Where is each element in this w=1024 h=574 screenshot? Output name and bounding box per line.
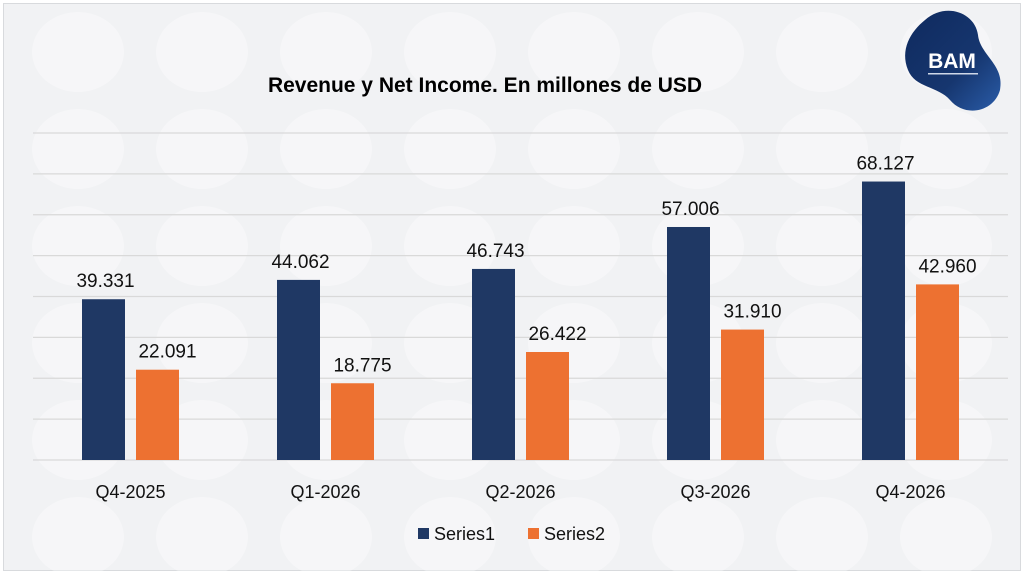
x-tick-labels: Q4-2025 Q1-2026 Q2-2026 Q3-2026 Q4-2026 <box>95 482 945 502</box>
x-tick-label: Q2-2026 <box>485 482 555 502</box>
watermark-blob <box>776 109 868 189</box>
chart-title: Revenue y Net Income. En millones de USD <box>268 74 702 97</box>
watermark-blob <box>528 109 620 189</box>
bar-series2-q4-2026 <box>916 284 959 460</box>
watermark-blob <box>776 12 868 92</box>
gridlines <box>33 132 1008 461</box>
watermark-blob <box>156 109 248 189</box>
watermark-blob <box>404 206 496 286</box>
data-labels: 39.331 22.091 44.062 18.775 46.743 26.422 57.0… <box>76 154 976 377</box>
data-label: 46.743 <box>466 241 524 262</box>
x-tick-label: Q4-2026 <box>875 482 945 502</box>
data-label: 39.331 <box>76 271 134 292</box>
watermark-blob <box>900 206 992 286</box>
logo-text: BAM <box>928 50 976 73</box>
bar-series1-q1-2026 <box>277 279 320 460</box>
watermark-blob <box>280 206 372 286</box>
logo-underline <box>928 73 978 75</box>
legend-swatch-series1 <box>418 528 429 539</box>
x-tick-label: Q3-2026 <box>680 482 750 502</box>
bar-series2-q4-2025 <box>136 369 179 460</box>
bar-series2-q2-2026 <box>526 352 569 460</box>
watermark-blob <box>32 109 124 189</box>
watermark-blob <box>900 109 992 189</box>
watermark-blob <box>404 109 496 189</box>
bam-logo: BAM <box>905 10 1001 111</box>
bar-series1-q3-2026 <box>667 226 710 460</box>
data-label: 31.910 <box>723 302 781 323</box>
legend: Series1 Series2 <box>418 524 605 544</box>
watermark-blob <box>280 12 372 92</box>
watermark-blob <box>156 12 248 92</box>
watermark-blob <box>652 497 744 574</box>
watermark-blob <box>156 497 248 574</box>
watermark-blob <box>776 400 868 480</box>
bar-series1-q4-2026 <box>862 181 905 460</box>
data-label: 44.062 <box>271 252 329 273</box>
watermark-layer <box>32 12 992 574</box>
data-label: 68.127 <box>856 154 914 175</box>
bar-series1-q2-2026 <box>472 268 515 460</box>
watermark-blob <box>156 303 248 383</box>
watermark-blob <box>32 497 124 574</box>
watermark-blob <box>652 109 744 189</box>
watermark-blob <box>32 12 124 92</box>
watermark-blob <box>280 109 372 189</box>
watermark-blob <box>528 12 620 92</box>
watermark-blob <box>156 206 248 286</box>
data-label: 18.775 <box>333 355 391 376</box>
watermark-blob <box>32 206 124 286</box>
watermark-blob <box>404 497 496 574</box>
logo-blob <box>905 10 1001 111</box>
data-label: 22.091 <box>138 342 196 363</box>
watermark-blob <box>404 12 496 92</box>
watermark-blob <box>280 497 372 574</box>
bar-series1-q4-2025 <box>82 299 125 460</box>
bar-series2-q3-2026 <box>721 329 764 460</box>
bars <box>82 181 959 460</box>
watermark-blob <box>776 206 868 286</box>
data-label: 57.006 <box>661 199 719 220</box>
legend-label: Series2 <box>544 524 605 544</box>
x-tick-label: Q1-2026 <box>290 482 360 502</box>
data-label: 42.960 <box>918 256 976 277</box>
x-tick-label: Q4-2025 <box>95 482 165 502</box>
watermark-blob <box>528 497 620 574</box>
bar-series2-q1-2026 <box>331 383 374 460</box>
data-label: 26.422 <box>528 324 586 345</box>
watermark-blob <box>776 303 868 383</box>
legend-swatch-series2 <box>528 528 539 539</box>
watermark-blob <box>528 206 620 286</box>
watermark-blob <box>900 497 992 574</box>
watermark-blob <box>776 497 868 574</box>
watermark-blob <box>652 12 744 92</box>
legend-label: Series1 <box>434 524 495 544</box>
